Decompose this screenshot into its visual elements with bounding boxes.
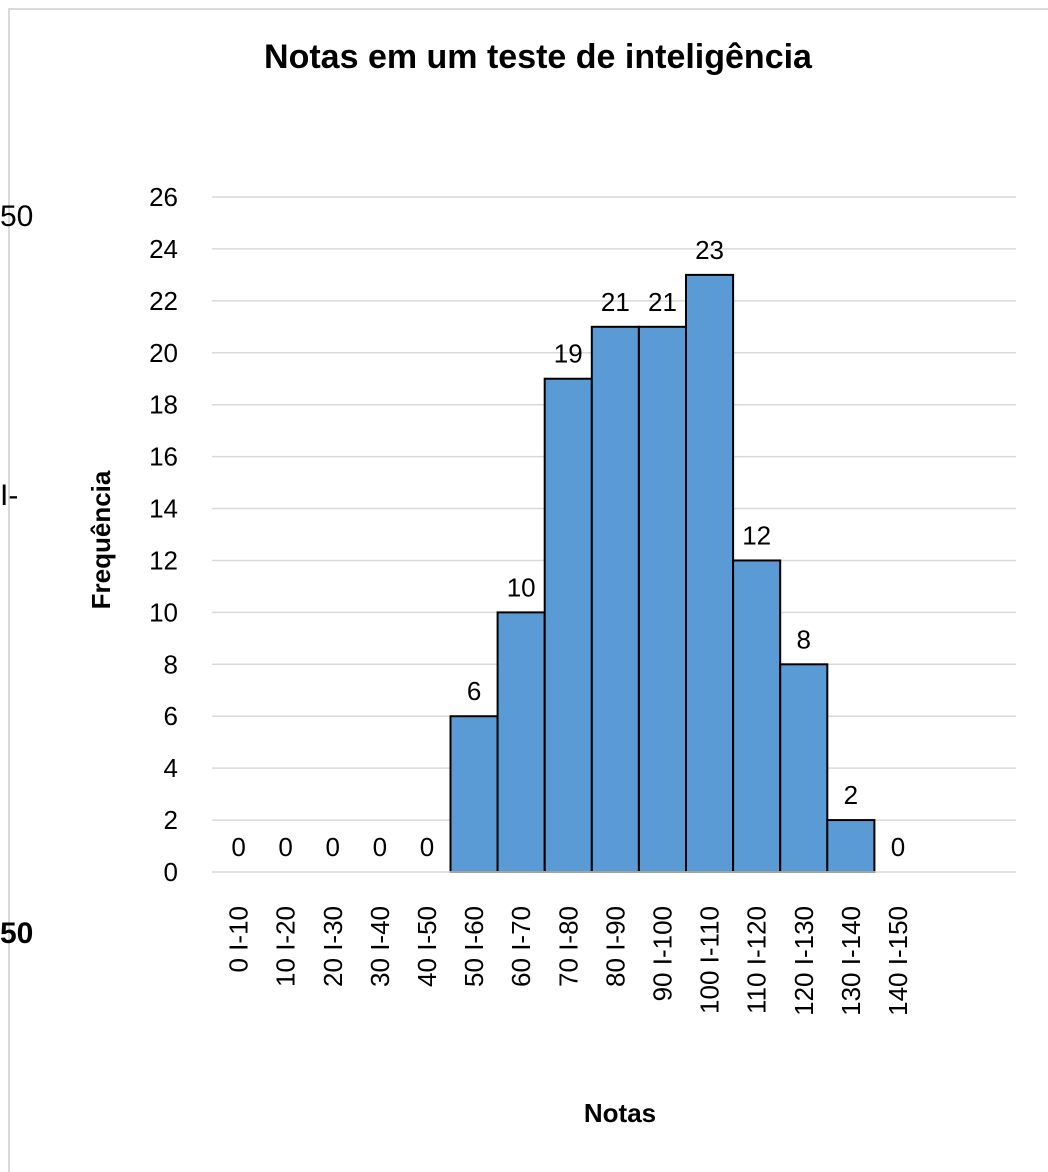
x-tick-label: 0 I-10	[224, 906, 254, 973]
x-tick-label: 60 I-70	[506, 906, 536, 987]
x-tick-label: 20 I-30	[318, 906, 348, 987]
data-label: 6	[467, 676, 481, 706]
y-axis-title: Frequência	[86, 470, 116, 609]
x-tick-label: 100 I-110	[695, 906, 725, 1014]
y-tick-label: 6	[164, 701, 178, 731]
background-fragment-top: 50	[0, 200, 33, 233]
x-tick-label: 130 I-140	[836, 906, 866, 1016]
y-tick-label: 18	[149, 390, 178, 420]
data-label: 21	[648, 287, 677, 317]
data-label: 0	[278, 832, 292, 862]
x-tick-label: 120 I-130	[789, 906, 819, 1016]
bar	[637, 325, 688, 873]
y-tick-label: 0	[164, 857, 178, 887]
y-tick-label: 14	[149, 494, 178, 524]
x-tick-label: 140 I-150	[883, 906, 913, 1016]
data-label: 0	[326, 832, 340, 862]
data-label: 12	[742, 520, 771, 550]
x-tick-label: 90 I-100	[647, 906, 677, 1001]
x-tick-label: 10 I-20	[271, 906, 301, 987]
bar	[779, 663, 829, 873]
x-tick-label: 70 I-80	[553, 906, 583, 987]
y-tick-label: 12	[149, 545, 178, 575]
bar	[543, 377, 593, 873]
y-tick-label: 2	[164, 805, 178, 835]
x-tick-label: 50 I-60	[459, 906, 489, 987]
background-fragment-middle: I-	[0, 479, 18, 512]
data-label: 8	[797, 624, 811, 654]
x-axis-title: Notas	[584, 1098, 656, 1128]
x-tick-label: 30 I-40	[365, 906, 395, 987]
y-tick-label: 16	[149, 442, 178, 472]
y-tick-label: 10	[149, 597, 178, 627]
y-tick-label: 22	[149, 286, 178, 316]
bar	[685, 273, 735, 873]
bar	[732, 559, 782, 873]
data-label: 0	[373, 832, 387, 862]
data-labels: 0 0 0 0 0 6 10 19 21 21 23 12 8 2 0	[231, 235, 905, 862]
bar	[590, 325, 640, 873]
y-tick-label: 4	[164, 753, 178, 783]
data-label: 10	[507, 572, 536, 602]
x-axis-ticks: 0 I-10 10 I-20 20 I-30 30 I-40 40 I-50 50 I-6…	[224, 906, 913, 1016]
y-tick-label: 24	[149, 234, 178, 264]
data-label: 0	[420, 832, 434, 862]
data-label: 0	[231, 832, 245, 862]
data-label: 2	[844, 780, 858, 810]
x-tick-label: 80 I-90	[600, 906, 630, 987]
y-tick-label: 26	[149, 182, 178, 212]
bar	[826, 819, 876, 873]
bar	[496, 611, 546, 874]
data-label: 23	[695, 235, 724, 265]
data-label: 19	[554, 339, 583, 369]
x-tick-label: 110 I-120	[742, 906, 772, 1014]
chart-frame	[8, 8, 1048, 1172]
y-tick-label: 8	[164, 649, 178, 679]
data-label: 21	[601, 287, 630, 317]
data-label: 0	[891, 832, 905, 862]
bars	[449, 273, 876, 874]
chart-title: Notas em um teste de inteligência	[264, 38, 813, 76]
x-tick-label: 40 I-50	[412, 906, 442, 987]
bar	[449, 715, 499, 873]
y-tick-label: 20	[149, 338, 178, 368]
background-fragment-bottom: 50	[0, 917, 33, 950]
